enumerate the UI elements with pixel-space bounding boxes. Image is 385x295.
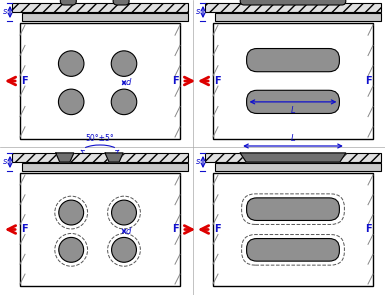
Bar [12, 3, 188, 12]
Text: F: F [365, 76, 372, 86]
Text: F: F [214, 76, 221, 86]
FancyBboxPatch shape [247, 90, 340, 114]
Polygon shape [240, 153, 346, 162]
Text: d: d [126, 227, 131, 236]
Bar [12, 153, 188, 162]
Bar [213, 173, 373, 286]
FancyBboxPatch shape [247, 198, 340, 220]
Text: F: F [365, 224, 372, 235]
Bar [215, 13, 381, 21]
Text: s: s [196, 7, 200, 17]
Bar [20, 23, 180, 139]
FancyBboxPatch shape [247, 48, 340, 72]
FancyBboxPatch shape [60, 0, 76, 5]
Text: F: F [21, 224, 28, 235]
Bar [205, 3, 381, 12]
Circle shape [59, 51, 84, 76]
Circle shape [112, 200, 136, 225]
Circle shape [59, 200, 84, 225]
Polygon shape [105, 153, 123, 162]
Bar [215, 163, 381, 171]
Bar [22, 13, 188, 21]
FancyBboxPatch shape [247, 239, 340, 261]
Bar [205, 153, 381, 162]
Text: 50°±5°: 50°±5° [85, 134, 114, 143]
FancyBboxPatch shape [113, 0, 129, 5]
Circle shape [111, 51, 137, 76]
Bar [22, 163, 188, 171]
Text: L: L [291, 134, 295, 143]
Text: F: F [172, 76, 179, 86]
Text: F: F [214, 224, 221, 235]
Circle shape [59, 89, 84, 115]
Text: L: L [291, 106, 295, 115]
Text: F: F [21, 76, 28, 86]
FancyBboxPatch shape [240, 0, 346, 5]
Text: d: d [126, 78, 131, 87]
Text: s: s [3, 7, 7, 17]
Text: s: s [196, 158, 200, 166]
Circle shape [111, 89, 137, 115]
Circle shape [59, 237, 84, 262]
Circle shape [112, 237, 136, 262]
Text: F: F [172, 224, 179, 235]
Text: s: s [3, 158, 7, 166]
Bar [20, 173, 180, 286]
Bar [213, 23, 373, 139]
Polygon shape [56, 153, 74, 162]
